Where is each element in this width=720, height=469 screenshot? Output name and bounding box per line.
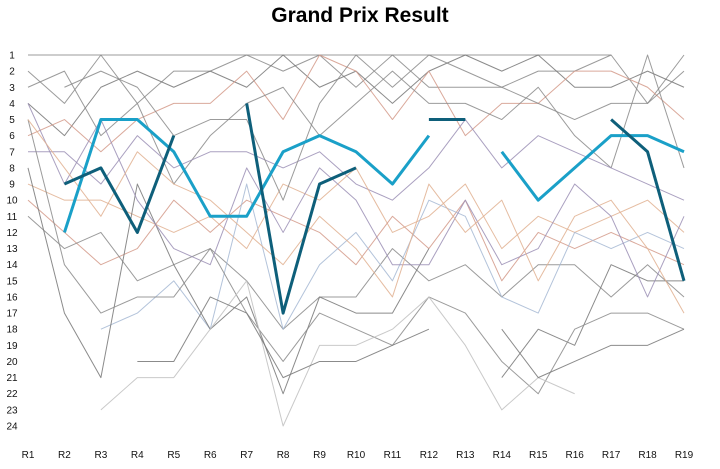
- y-tick-label: 11: [7, 212, 18, 223]
- y-tick-label: 15: [6, 276, 18, 287]
- y-tick-label: 5: [9, 115, 15, 126]
- x-tick-label: R17: [602, 450, 621, 461]
- y-tick-label: 13: [6, 244, 18, 255]
- y-tick-label: 24: [6, 422, 18, 433]
- y-tick-label: 10: [6, 196, 18, 207]
- background-series-line-11-seg-1: [27, 167, 430, 395]
- background-series-line-2-seg-1: [27, 54, 685, 104]
- highlight-series-line-2-seg-1: [63, 135, 176, 234]
- x-tick-label: R8: [277, 450, 290, 461]
- y-tick-label: 9: [9, 180, 15, 191]
- y-tick-label: 4: [9, 99, 15, 110]
- y-tick-label: 20: [6, 357, 18, 368]
- background-series-line-5-seg-1: [27, 54, 685, 185]
- background-series-line-12-seg-1: [27, 119, 685, 395]
- y-tick-label: 18: [6, 325, 18, 336]
- highlight-series-line-2-seg-2: [245, 103, 357, 315]
- x-tick-label: R12: [420, 450, 439, 461]
- background-series-line-13-seg-1: [100, 280, 575, 427]
- x-tick-labels: R1 R2 R3 R4 R5 R6 R7 R8 R9 R10 R11 R12 R13 R14 R15 R16 R…: [22, 450, 694, 461]
- background-series-line-11-seg-2: [501, 264, 684, 378]
- highlight-series-group: [63, 103, 686, 315]
- background-series-line-14-seg-2: [501, 328, 685, 379]
- y-tick-label: 22: [6, 389, 18, 400]
- x-tick-label: R7: [240, 450, 253, 461]
- y-tick-label: 6: [9, 131, 15, 142]
- background-series-group: [27, 54, 685, 427]
- y-tick-label: 1: [9, 51, 15, 62]
- y-tick-label: 21: [6, 373, 18, 384]
- chart-title: Grand Prix Result: [271, 4, 449, 27]
- y-tick-label: 23: [6, 405, 18, 416]
- background-series-line-7-seg-1: [27, 167, 685, 250]
- y-tick-label: 3: [9, 83, 15, 94]
- x-tick-label: R14: [493, 450, 512, 461]
- x-tick-label: R1: [22, 450, 35, 461]
- x-tick-label: R16: [565, 450, 584, 461]
- highlight-series-line-1-seg-1: [63, 118, 431, 233]
- background-series-line-6-seg-1: [28, 119, 685, 201]
- background-series-line-3-seg-1: [27, 54, 685, 137]
- x-tick-label: R2: [58, 450, 71, 461]
- background-series-line-17-seg-1: [64, 54, 685, 201]
- x-tick-label: R19: [675, 450, 694, 461]
- background-series-line-14-seg-1: [137, 296, 430, 379]
- y-tick-label: 12: [6, 228, 18, 239]
- x-tick-label: R15: [529, 450, 548, 461]
- y-tick-label: 7: [9, 147, 15, 158]
- highlight-series-line-2-seg-4: [610, 118, 686, 282]
- y-tick-label: 17: [6, 309, 18, 320]
- y-tick-label: 16: [6, 292, 18, 303]
- background-series-line-8-seg-1: [27, 199, 685, 282]
- x-tick-label: R3: [94, 450, 107, 461]
- background-series-line-16-seg-1: [27, 119, 685, 314]
- x-tick-label: R4: [131, 450, 144, 461]
- background-series-line-15-seg-1: [27, 103, 685, 298]
- y-tick-label: 14: [6, 260, 18, 271]
- highlight-series-line-1-seg-2: [500, 134, 685, 202]
- y-tick-label: 8: [9, 163, 15, 174]
- y-tick-label: 2: [9, 67, 15, 78]
- x-tick-label: R5: [167, 450, 180, 461]
- y-tick-label: 19: [6, 341, 18, 352]
- x-tick-label: R9: [313, 450, 326, 461]
- background-series-line-9-seg-1: [27, 215, 685, 330]
- x-tick-label: R13: [456, 450, 475, 461]
- background-series-line-10-seg-1: [100, 183, 685, 330]
- x-tick-label: R10: [347, 450, 366, 461]
- x-tick-label: R11: [384, 450, 402, 461]
- x-tick-label: R18: [638, 450, 657, 461]
- x-tick-label: R6: [204, 450, 217, 461]
